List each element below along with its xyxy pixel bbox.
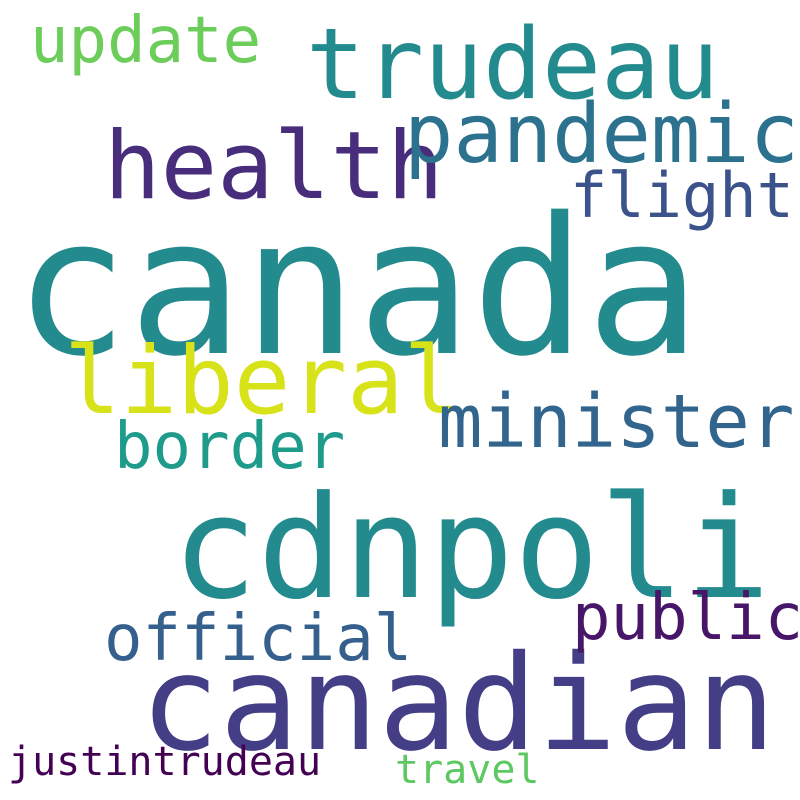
- word-canada: canada: [14, 177, 701, 398]
- word-liberal: liberal: [64, 327, 461, 436]
- word-health: health: [104, 112, 444, 221]
- word-canadian: canadian: [140, 627, 776, 781]
- word-justintrudeau: justintrudeau: [8, 739, 322, 785]
- word-travel: travel: [395, 747, 540, 793]
- word-official: official: [104, 602, 413, 676]
- word-pandemic: pandemic: [404, 87, 799, 182]
- word-border: border: [114, 410, 346, 484]
- word-public: public: [572, 581, 800, 655]
- word-cdnpoli: cdnpoli: [172, 466, 771, 631]
- word-minister: minister: [438, 379, 795, 465]
- word-trudeau: trudeau: [306, 8, 720, 122]
- word-update: update: [30, 4, 262, 78]
- word-flight: flight: [570, 159, 794, 232]
